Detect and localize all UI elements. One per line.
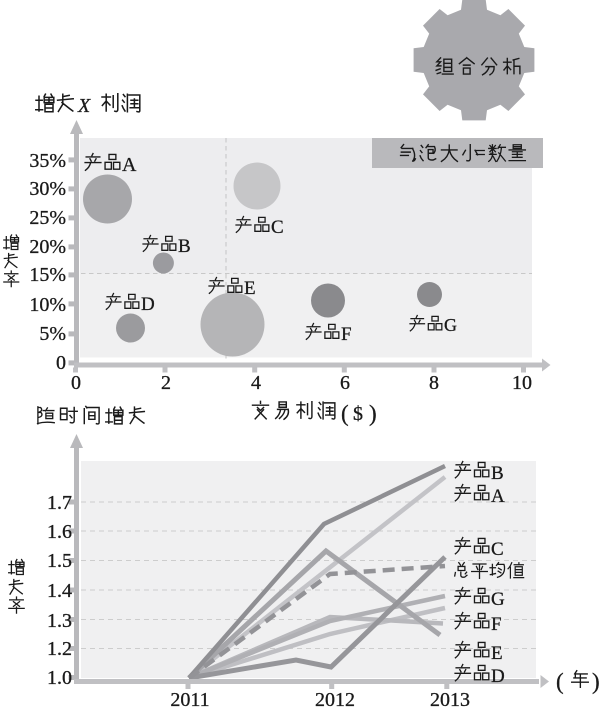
svg-text:F: F — [491, 614, 502, 635]
svg-text:4: 4 — [251, 372, 261, 394]
svg-text:$: $ — [353, 403, 363, 425]
svg-text:B: B — [491, 463, 504, 484]
svg-text:A: A — [491, 486, 505, 507]
svg-text:X: X — [77, 95, 91, 117]
svg-text:2013: 2013 — [430, 689, 470, 711]
svg-text:G: G — [444, 315, 457, 335]
svg-text:D: D — [141, 294, 155, 315]
svg-text:6: 6 — [340, 372, 350, 394]
svg-text:2012: 2012 — [315, 689, 355, 711]
svg-text:E: E — [244, 278, 256, 299]
svg-text:A: A — [122, 154, 137, 176]
svg-text:2: 2 — [161, 372, 171, 394]
svg-text:35%: 35% — [29, 150, 66, 172]
svg-text:30%: 30% — [29, 178, 66, 200]
svg-text:1.3: 1.3 — [47, 610, 72, 632]
svg-text:=: = — [475, 143, 486, 164]
svg-text:10%: 10% — [29, 294, 66, 316]
svg-text:(: ( — [341, 401, 349, 426]
svg-text:G: G — [491, 589, 505, 610]
svg-text:8: 8 — [429, 372, 439, 394]
svg-text:20%: 20% — [29, 236, 66, 258]
svg-text:10: 10 — [512, 372, 532, 394]
svg-text:1.4: 1.4 — [47, 580, 72, 602]
svg-text:0: 0 — [71, 372, 81, 394]
svg-text:1.7: 1.7 — [47, 492, 72, 514]
svg-text:15%: 15% — [29, 264, 66, 286]
svg-text:5%: 5% — [39, 323, 66, 345]
svg-text:F: F — [341, 324, 352, 345]
svg-text:2011: 2011 — [170, 689, 209, 711]
svg-text:D: D — [491, 666, 505, 687]
svg-text:25%: 25% — [29, 207, 66, 229]
svg-text:E: E — [491, 643, 503, 664]
svg-text:1.5: 1.5 — [47, 550, 72, 572]
svg-text:(: ( — [556, 669, 564, 694]
svg-text:C: C — [271, 217, 284, 238]
svg-text:1.6: 1.6 — [47, 521, 72, 543]
svg-text:1.2: 1.2 — [47, 638, 72, 660]
svg-text:1.0: 1.0 — [47, 667, 72, 689]
svg-text:): ) — [592, 669, 600, 694]
svg-text:C: C — [491, 539, 504, 560]
svg-text:): ) — [369, 401, 377, 426]
svg-text:0: 0 — [56, 352, 66, 374]
svg-text:B: B — [178, 236, 191, 257]
